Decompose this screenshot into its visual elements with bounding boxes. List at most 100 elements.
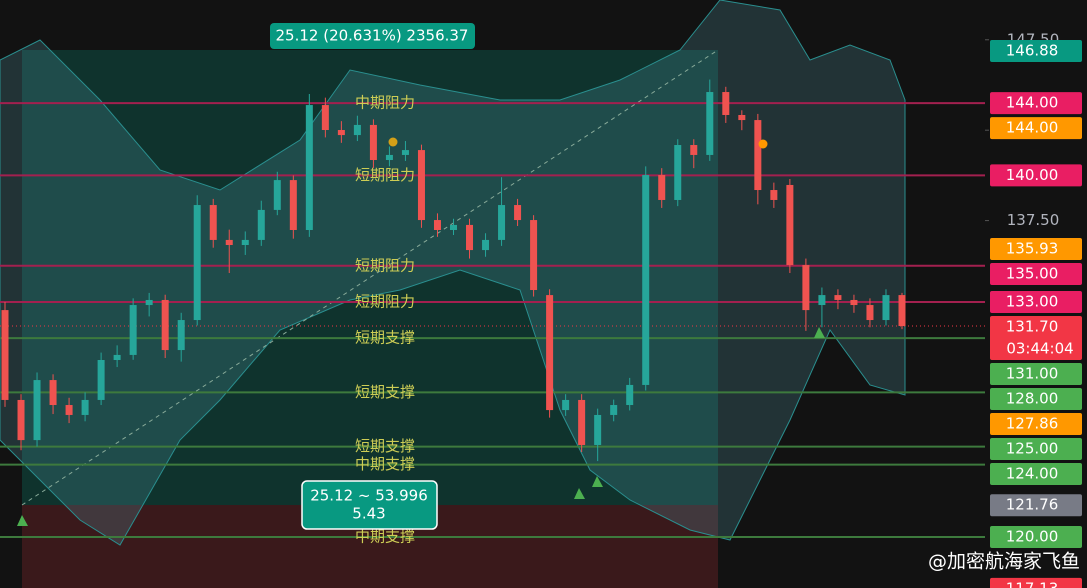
candle-body — [610, 405, 618, 415]
price-label-box — [990, 577, 1082, 588]
price-label-box — [990, 362, 1082, 385]
candle-body — [113, 354, 121, 360]
price-label-box — [990, 290, 1082, 313]
candle-body — [498, 205, 506, 240]
candle-body — [514, 205, 522, 221]
candle-body — [321, 105, 329, 131]
candle-body — [722, 92, 730, 115]
price-label: 127.86 — [1006, 414, 1059, 432]
price-label: 133.00 — [1006, 292, 1059, 310]
candle-body — [562, 399, 570, 411]
price-label-box — [990, 412, 1082, 435]
level-label: 短期阻力 — [355, 166, 415, 184]
candle-body — [337, 130, 345, 136]
candle-body — [241, 239, 249, 245]
measure-range: 25.12 ~ 53.996 — [310, 487, 428, 505]
price-label: 146.88 — [1006, 41, 1059, 59]
price-label-box — [990, 117, 1082, 140]
countdown: 03:44:04 — [1006, 339, 1073, 357]
price-label: 144.00 — [1006, 94, 1059, 112]
price-label: 131.00 — [1006, 364, 1059, 382]
price-label: 135.93 — [1006, 239, 1059, 257]
signal-marker — [814, 327, 825, 338]
candle-body — [882, 295, 890, 321]
levels — [0, 102, 985, 539]
y-tick-label: 137.50 — [1007, 211, 1060, 229]
price-label-box — [990, 387, 1082, 410]
price-label: 131.70 — [1006, 317, 1059, 335]
signal-marker — [592, 476, 603, 487]
candle-body — [690, 145, 698, 155]
price-label-box — [990, 92, 1082, 115]
measure-info-box — [301, 480, 438, 530]
price-label-box — [990, 262, 1082, 285]
price-label-box — [990, 315, 1082, 360]
candle-body — [658, 175, 666, 200]
price-label: 144.00 — [1006, 119, 1059, 137]
candle-body — [289, 180, 297, 230]
candle-body — [193, 205, 201, 321]
candle-body — [433, 220, 441, 230]
measure-line — [21, 49, 719, 506]
candle-body — [642, 175, 650, 385]
candle-body — [209, 205, 217, 240]
candle-body — [818, 295, 826, 306]
candle-body — [49, 380, 57, 406]
candle-body — [706, 92, 714, 155]
candle-body — [466, 224, 474, 251]
watermark: @加密航海家飞鱼 — [928, 551, 1080, 573]
candle-body — [898, 295, 906, 327]
bollinger-band — [0, 0, 906, 546]
candle-body — [225, 239, 233, 245]
candle-body — [129, 305, 137, 355]
price-label: 125.00 — [1006, 439, 1059, 457]
candle-body — [33, 380, 41, 441]
price-label: 140.00 — [1006, 166, 1059, 184]
candle-body — [1, 310, 9, 400]
price-label-box — [990, 437, 1082, 460]
candle-body — [401, 150, 409, 155]
price-label-box — [990, 494, 1082, 517]
measure-sub: 5.43 — [352, 505, 385, 523]
level-label: 短期支撑 — [355, 437, 415, 455]
signal-marker — [574, 488, 585, 499]
candle-body — [754, 120, 762, 191]
candle-body — [450, 224, 457, 230]
candle-body — [177, 320, 185, 351]
candle-body — [273, 180, 281, 210]
candle-body — [305, 105, 313, 230]
candle-body — [674, 145, 682, 200]
candle-body — [578, 399, 586, 445]
candle-body — [738, 114, 746, 121]
signal-dot — [758, 139, 768, 149]
candle-body — [802, 265, 810, 311]
price-label-box — [990, 462, 1082, 485]
measure-label-box — [270, 23, 475, 49]
candle-body — [594, 414, 602, 445]
candle-body — [385, 154, 393, 161]
candle-body — [482, 239, 490, 251]
candles — [1, 79, 906, 462]
level-label: 短期支撑 — [355, 383, 415, 401]
candle-body — [834, 295, 842, 300]
price-label: 117.13 — [1006, 579, 1059, 588]
candle-body — [530, 220, 538, 291]
price-label: 120.00 — [1006, 528, 1059, 546]
candle-body — [369, 124, 377, 161]
candle-body — [257, 209, 265, 240]
level-label: 中期阻力 — [355, 94, 415, 112]
price-label-box — [990, 237, 1082, 260]
level-label: 中期支撑 — [355, 528, 415, 546]
candle-body — [546, 295, 554, 411]
signal-dot — [388, 137, 398, 147]
price-label: 124.00 — [1006, 464, 1059, 482]
candle-body — [417, 150, 425, 221]
candle-body — [145, 299, 153, 306]
candle-body — [97, 359, 105, 400]
candle-body — [161, 299, 169, 351]
price-label: 128.00 — [1006, 389, 1059, 407]
candle-body — [786, 184, 794, 266]
